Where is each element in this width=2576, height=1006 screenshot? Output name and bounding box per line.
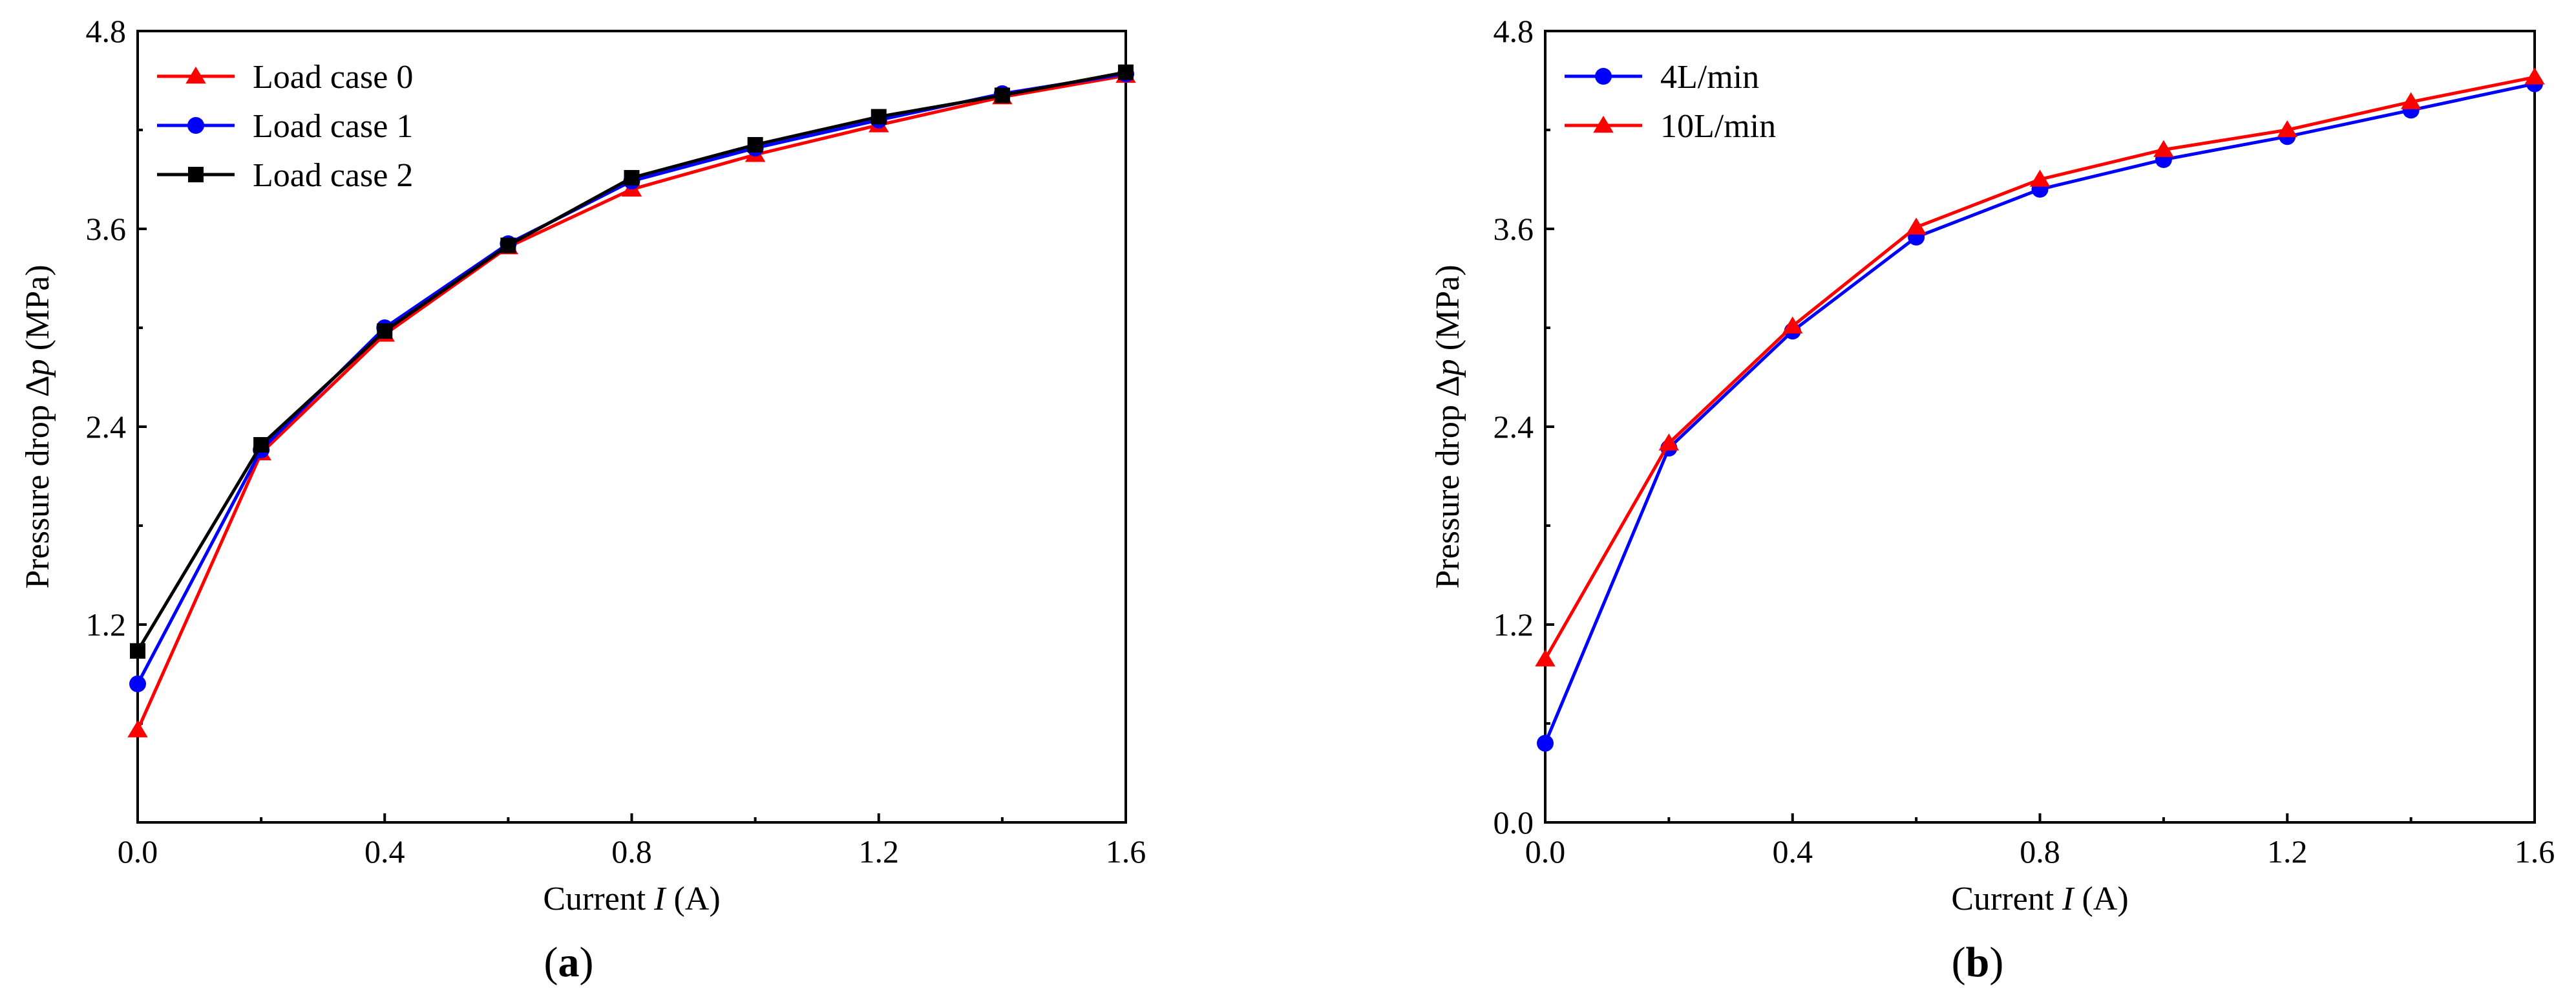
y-axis-title-var: ∆p — [1430, 359, 1466, 396]
y-axis-title-var: ∆p — [19, 359, 56, 396]
data-point — [871, 109, 887, 125]
y-axis-title-suffix: (MPa) — [1430, 264, 1466, 359]
panel-label-open: ( — [544, 939, 558, 986]
legend-label: Load case 1 — [253, 108, 413, 145]
legend-marker — [187, 117, 204, 134]
x-tick-label: 1.6 — [2515, 833, 2555, 870]
series-2 — [1535, 67, 2545, 667]
y-tick-label: 4.8 — [86, 13, 127, 49]
data-point — [130, 643, 145, 659]
legend: Load case 0 Load case 1 Load case 2 — [157, 59, 413, 194]
y-tick-label: 2.4 — [1494, 409, 1534, 445]
legend-label: 4L/min — [1660, 59, 1759, 96]
legend-label: Load case 2 — [253, 157, 413, 194]
x-axis-title-var: I — [2062, 881, 2075, 917]
panel-label-letter: a — [558, 939, 580, 986]
data-point — [1906, 217, 1927, 235]
panel-label-close: ) — [1989, 939, 2003, 986]
legend: 4L/min 10L/min — [1565, 59, 1776, 145]
chart-panel-b: 0.0 0.4 0.8 1.2 1.6 0.0 1.2 2.4 3.6 4.8 Current I … — [1430, 13, 2555, 986]
y-axis-title-prefix: Pressure drop — [19, 396, 56, 589]
x-axis-title-prefix: Current — [1951, 881, 2062, 917]
series-1 — [1537, 75, 2543, 752]
legend-marker — [188, 167, 204, 182]
data-point — [1535, 649, 1556, 667]
panel-label-close: ) — [580, 939, 594, 986]
data-point — [994, 87, 1010, 103]
x-axis-title: Current I (A) — [1951, 881, 2128, 917]
x-tick-label: 0.4 — [1773, 833, 1813, 870]
panel-label: (b) — [1952, 939, 2004, 986]
y-tick-label: 4.8 — [1494, 13, 1534, 49]
y-tick-label: 3.6 — [1494, 211, 1534, 247]
x-tick-label: 0.4 — [364, 833, 405, 870]
x-axis-title-suffix: (A) — [665, 881, 720, 917]
legend-label: Load case 0 — [253, 59, 413, 96]
series-3 — [130, 64, 1134, 659]
data-point — [129, 675, 146, 692]
x-axis-title-suffix: (A) — [2073, 881, 2128, 917]
data-point — [2277, 120, 2297, 138]
data-point — [1782, 316, 1803, 334]
x-axis-title-prefix: Current — [543, 881, 654, 917]
data-point — [2153, 140, 2174, 157]
panel-label-letter: b — [1966, 939, 1990, 986]
y-tick-label: 2.4 — [86, 409, 127, 445]
panel-label-open: ( — [1952, 939, 1966, 986]
y-axis-title-suffix: (MPa) — [19, 264, 56, 359]
data-point — [1537, 734, 1554, 752]
data-point — [747, 136, 763, 153]
data-point — [2400, 92, 2422, 109]
data-point — [127, 720, 148, 738]
x-tick-label: 0.8 — [2020, 833, 2060, 870]
panel-label: (a) — [544, 939, 594, 986]
x-tick-label: 1.6 — [1106, 833, 1146, 870]
y-axis-title-prefix: Pressure drop — [1430, 396, 1466, 589]
data-point — [1118, 64, 1134, 80]
y-tick-label: 1.2 — [1494, 606, 1534, 643]
legend-marker — [1595, 68, 1612, 85]
data-point — [377, 323, 393, 339]
x-tick-label: 0.8 — [611, 833, 652, 870]
y-tick-label: 1.2 — [86, 606, 127, 643]
data-point — [2524, 67, 2545, 85]
data-point — [500, 237, 516, 253]
y-tick-label: 3.6 — [86, 211, 127, 247]
y-tick-label: 0.0 — [1494, 804, 1534, 840]
y-axis-title: Pressure drop ∆p (MPa) — [1430, 264, 1466, 588]
legend-marker — [185, 67, 206, 84]
x-tick-label: 1.2 — [2267, 833, 2308, 870]
x-axis-title: Current I (A) — [543, 881, 720, 917]
data-point — [253, 437, 269, 453]
legend-label: 10L/min — [1660, 108, 1776, 145]
x-tick-label: 1.2 — [859, 833, 900, 870]
legend-marker — [1593, 116, 1614, 133]
data-point — [624, 169, 640, 186]
x-tick-label: 0.0 — [1525, 833, 1566, 870]
x-axis-title-var: I — [653, 881, 667, 917]
data-point — [2029, 169, 2051, 187]
data-point — [1658, 433, 1680, 451]
chart-panel-a: 0.0 0.4 0.8 1.2 1.6 1.2 2.4 3.6 4.8 Current I (A)… — [19, 13, 1146, 986]
y-axis-title: Pressure drop ∆p (MPa) — [19, 264, 56, 588]
x-tick-label: 0.0 — [118, 833, 158, 870]
